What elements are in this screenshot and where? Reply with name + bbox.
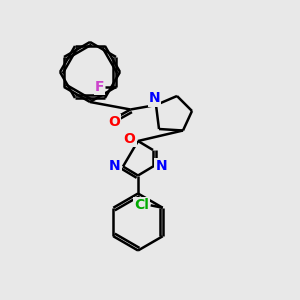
Text: Cl: Cl xyxy=(134,198,149,212)
Text: O: O xyxy=(124,132,136,145)
Text: N: N xyxy=(156,160,167,173)
Text: N: N xyxy=(109,160,120,173)
Text: F: F xyxy=(95,80,104,94)
Text: N: N xyxy=(149,92,160,105)
Text: O: O xyxy=(108,116,120,129)
